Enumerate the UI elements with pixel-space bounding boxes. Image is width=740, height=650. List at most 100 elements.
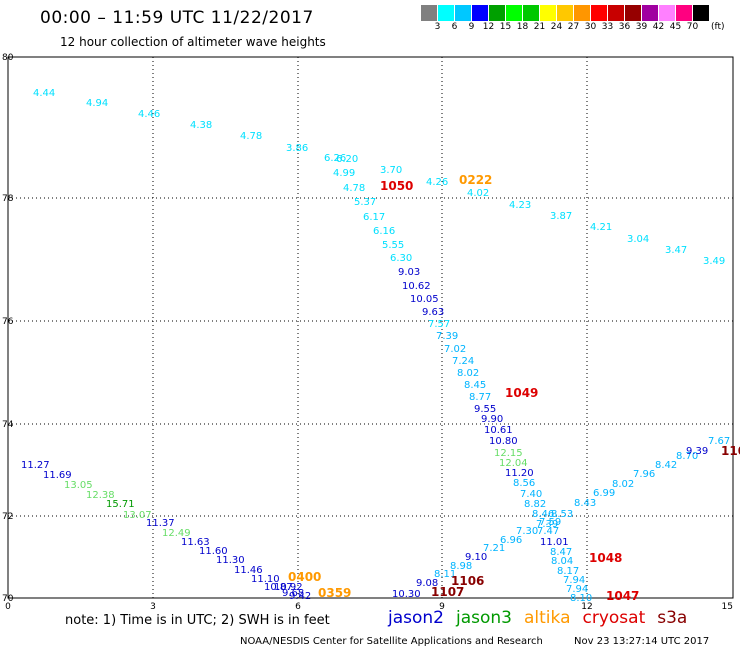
wave-height-label: 11.10 [251,574,280,585]
x-tick-label: 6 [295,602,301,612]
legend-altika: altika [524,608,571,628]
wave-height-label: 8.70 [676,451,698,462]
legend-jason3: jason3 [456,608,512,628]
wave-height-label: 9.68 [282,588,304,599]
wave-height-label: 8.46 [532,509,554,520]
color-swatch [472,5,489,21]
color-swatch [642,5,659,21]
wave-height-label: 4.02 [467,188,489,199]
pass-time-label: 0359 [318,586,351,600]
wave-height-label: 8.45 [464,380,486,391]
pass-time-label: 1106 [451,574,484,588]
wave-height-label: 4.26 [426,177,448,188]
pass-time-label: 0400 [288,570,321,584]
wave-height-label: 7.39 [436,331,458,342]
color-scale-label: 15 [499,22,512,32]
y-tick-label: 70 [2,594,14,604]
color-scale-label: 42 [652,22,665,32]
color-swatch [557,5,574,21]
wave-height-label: 11.60 [199,546,228,557]
wave-height-label: 10.05 [410,294,439,305]
wave-height-label: 10.30 [392,589,421,600]
x-tick-label: 15 [722,602,733,612]
color-scale-label: 36 [618,22,631,32]
wave-height-color-scale [421,5,710,21]
wave-height-label: 3.87 [550,211,572,222]
wave-height-label: 8.43 [574,498,596,509]
wave-height-label: 3.70 [380,165,402,176]
color-swatch [540,5,557,21]
wave-height-label: 6.17 [363,212,385,223]
wave-height-label: 4.21 [590,222,612,233]
wave-height-label: 7.30 [516,526,538,537]
wave-height-label: 11.20 [505,468,534,479]
color-scale-label: 30 [584,22,597,32]
pass-time-label: 1050 [380,179,413,193]
color-swatch [421,5,438,21]
wave-height-label: 8.98 [450,561,472,572]
wave-height-label: 12.15 [494,448,523,459]
wave-height-label: 9.39 [686,446,708,457]
wave-height-label: 5.37 [354,197,376,208]
wave-height-label: 10.62 [402,281,431,292]
wave-height-label: 8.47 [550,547,572,558]
x-tick-label: 12 [581,602,592,612]
wave-height-label: 7.94 [563,575,585,586]
wave-height-label: 9.90 [481,414,503,425]
color-scale-label: 18 [516,22,529,32]
wave-height-label: 7.40 [520,489,542,500]
legend-jason2: jason2 [388,608,444,628]
wave-height-label: 9.08 [416,578,438,589]
wave-height-label: 8.10 [570,593,592,604]
satellite-legend: jason2 jason3 altika cryosat s3a [388,608,699,628]
chart-title: 00:00 – 11:59 UTC 11/22/2017 [40,8,314,28]
wave-height-label: 11.46 [234,565,263,576]
wave-height-label: 4.78 [343,183,365,194]
wave-height-label: 4.78 [240,131,262,142]
color-swatch [608,5,625,21]
wave-height-label: 8.04 [551,556,573,567]
color-scale-label: 70 [686,22,699,32]
color-scale-label: 45 [669,22,682,32]
wave-height-label: 10.87 [264,582,293,593]
color-scale-label: 24 [550,22,563,32]
wave-height-label: 9.03 [398,267,420,278]
wave-height-label: 6.16 [373,226,395,237]
legend-s3a: s3a [657,608,688,628]
color-scale-label: 39 [635,22,648,32]
wave-height-label: 8.53 [551,509,573,520]
pass-time-label: 0222 [459,173,492,187]
wave-height-label: 15.71 [106,499,135,510]
credits: NOAA/NESDIS Center for Satellite Applica… [240,636,709,647]
y-tick-label: 74 [2,420,14,430]
wave-height-label: 11.30 [216,555,245,566]
wave-height-label: 7.94 [566,584,588,595]
wave-height-label: 9.55 [474,404,496,415]
wave-height-label: 9.42 [289,591,311,602]
wave-height-label: 11.69 [43,470,72,481]
wave-height-label: 8.02 [457,368,479,379]
wave-height-label: 10.80 [489,436,518,447]
color-swatch [659,5,676,21]
y-tick-label: 80 [2,53,14,63]
color-swatch [676,5,693,21]
wave-height-label: 7.39 [536,519,558,530]
wave-height-label: 9.63 [422,307,444,318]
wave-height-label: 13.07 [123,510,152,521]
color-scale-label: 21 [533,22,546,32]
wave-height-label: 4.46 [138,109,160,120]
wave-height-label: 4.99 [333,168,355,179]
wave-height-label: 6.20 [336,154,358,165]
color-scale-label: 12 [482,22,495,32]
wave-height-label: 11.01 [540,537,569,548]
wave-height-label: 3.47 [665,245,687,256]
pass-time-label: 1107 [431,585,464,599]
color-scale-label: 33 [601,22,614,32]
color-scale-label: 9 [468,22,475,32]
wave-height-label: 8.17 [557,566,579,577]
wave-height-label: 11.27 [21,460,50,471]
color-scale-label: 3 [434,22,441,32]
legend-cryosat: cryosat [582,608,646,628]
wave-height-label: 3.86 [286,143,308,154]
color-swatch [574,5,591,21]
